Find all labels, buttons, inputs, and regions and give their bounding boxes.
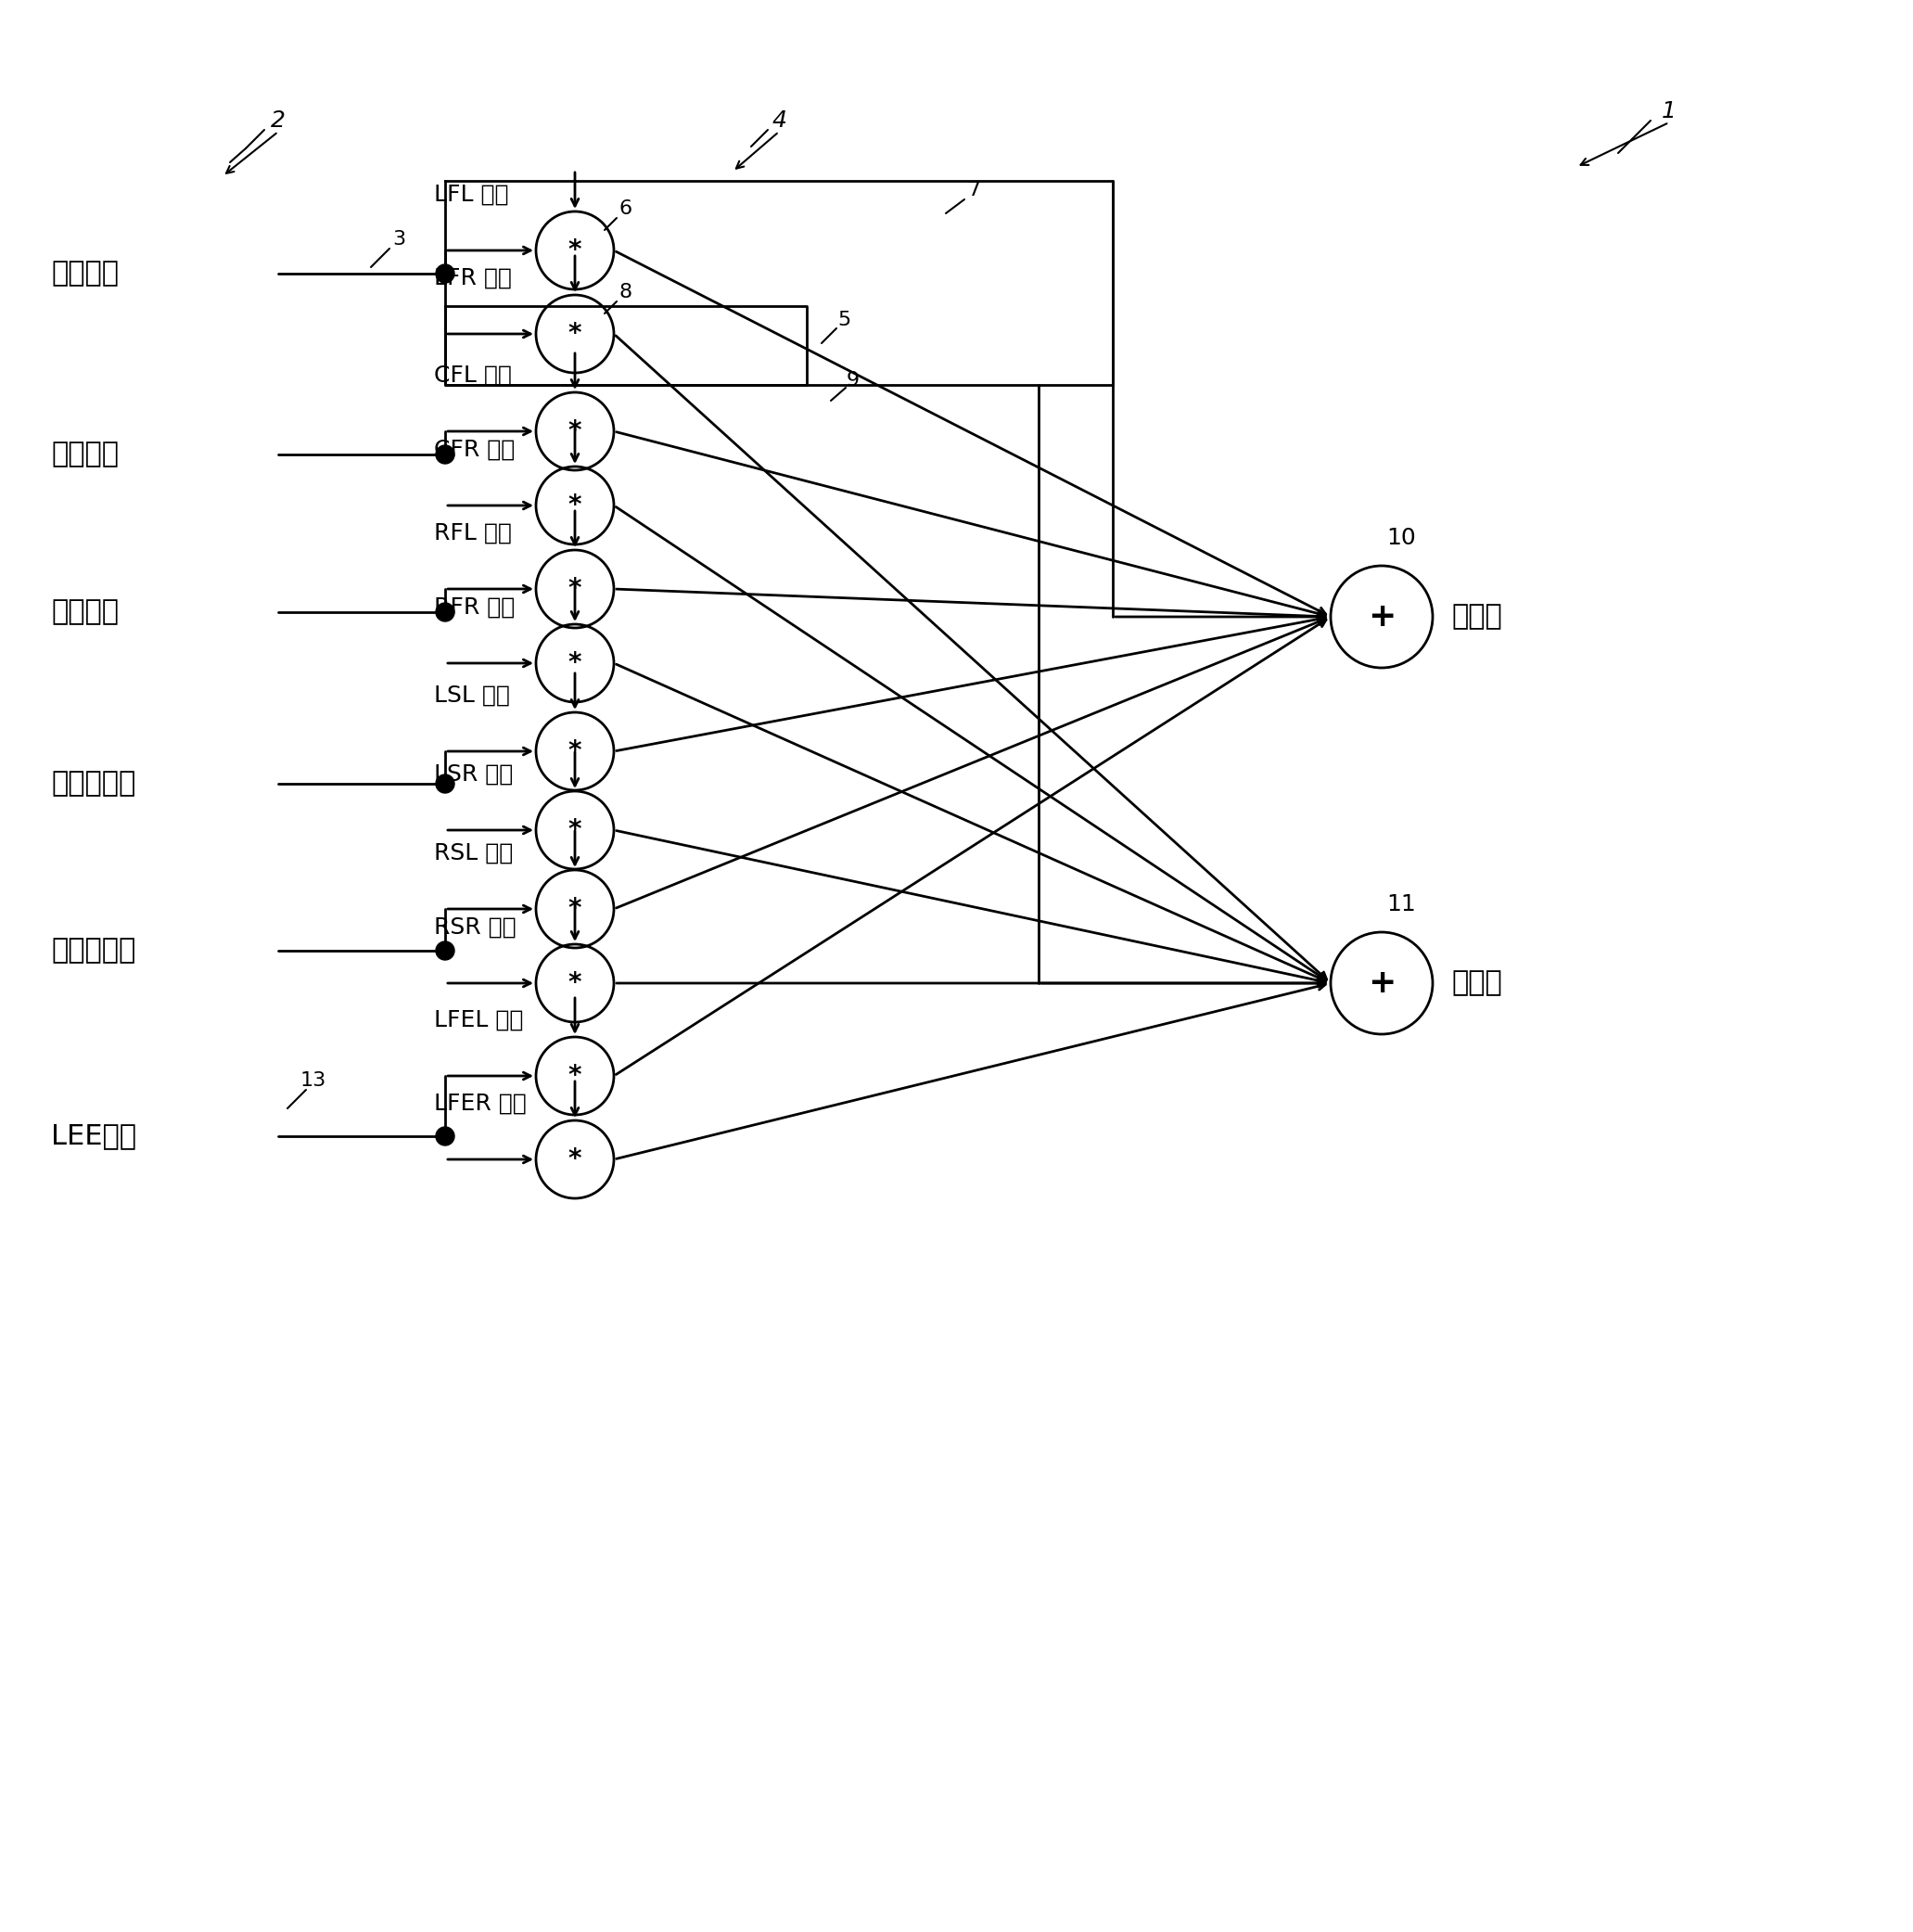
- Text: 13: 13: [300, 1070, 327, 1090]
- Text: RSR 脉冲: RSR 脉冲: [434, 916, 517, 939]
- Text: 9: 9: [847, 371, 859, 390]
- Circle shape: [436, 775, 455, 792]
- Circle shape: [436, 603, 455, 622]
- Text: RSL 脉冲: RSL 脉冲: [434, 842, 513, 864]
- Text: *: *: [568, 970, 582, 997]
- Text: LFEL 脉冲: LFEL 脉冲: [434, 1009, 524, 1032]
- Text: 右声道: 右声道: [1452, 970, 1502, 997]
- Text: 11: 11: [1387, 893, 1416, 916]
- Text: LSR 脉冲: LSR 脉冲: [434, 763, 513, 786]
- Text: +: +: [1368, 601, 1396, 632]
- Text: 左环绕声道: 左环绕声道: [52, 771, 136, 798]
- Text: *: *: [568, 1063, 582, 1090]
- Circle shape: [436, 941, 455, 960]
- Circle shape: [436, 265, 455, 282]
- Text: RFR 脉冲: RFR 脉冲: [434, 597, 515, 618]
- Circle shape: [436, 444, 455, 464]
- Text: LFL 脉冲: LFL 脉冲: [434, 184, 509, 207]
- Text: 4: 4: [771, 110, 786, 131]
- Text: 左声道: 左声道: [1452, 603, 1502, 630]
- Text: LFR 脉冲: LFR 脉冲: [434, 267, 513, 290]
- Text: RFL 脉冲: RFL 脉冲: [434, 522, 513, 545]
- Text: 左前声道: 左前声道: [52, 261, 119, 288]
- Text: CFR 脉冲: CFR 脉冲: [434, 439, 515, 462]
- Text: LFER 脉冲: LFER 脉冲: [434, 1094, 526, 1115]
- Text: *: *: [568, 896, 582, 922]
- Text: CFL 脉冲: CFL 脉冲: [434, 365, 513, 386]
- Text: 8: 8: [620, 282, 633, 301]
- Text: *: *: [568, 651, 582, 676]
- Text: 中前声道: 中前声道: [52, 440, 119, 468]
- Circle shape: [436, 1126, 455, 1146]
- Text: 3: 3: [392, 230, 406, 249]
- Text: 1: 1: [1662, 100, 1676, 122]
- Text: *: *: [568, 1146, 582, 1173]
- Text: *: *: [568, 738, 582, 765]
- Text: *: *: [568, 576, 582, 603]
- Text: LSL 脉冲: LSL 脉冲: [434, 684, 511, 707]
- Text: 右前声道: 右前声道: [52, 599, 119, 626]
- Text: 右环绕声道: 右环绕声道: [52, 937, 136, 964]
- Text: LEE声道: LEE声道: [52, 1122, 136, 1150]
- Text: *: *: [568, 493, 582, 518]
- Text: 5: 5: [838, 311, 851, 328]
- Text: 6: 6: [620, 199, 633, 218]
- Text: 10: 10: [1387, 527, 1416, 549]
- Text: *: *: [568, 419, 582, 444]
- Text: *: *: [568, 817, 582, 842]
- Text: *: *: [568, 238, 582, 263]
- Text: 7: 7: [968, 182, 979, 199]
- Text: *: *: [568, 321, 582, 348]
- Text: +: +: [1368, 968, 1396, 999]
- Text: 2: 2: [272, 110, 285, 131]
